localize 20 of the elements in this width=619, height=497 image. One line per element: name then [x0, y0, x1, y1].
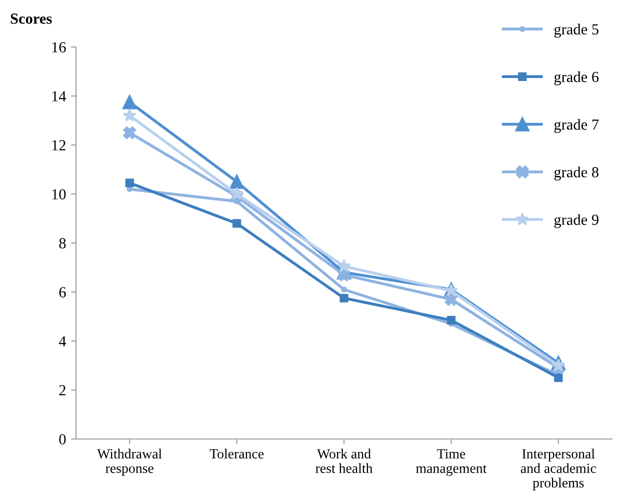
legend-label: grade 5 [554, 24, 598, 38]
y-tick-label: 16 [52, 42, 66, 52]
legend-label: grade 8 [554, 166, 598, 180]
x-tick-label: Withdrawal response [97, 448, 162, 476]
y-tick-label: 6 [59, 287, 66, 298]
x-tick-label: Time management [416, 449, 487, 476]
y-tick-label: 14 [52, 91, 66, 102]
x-tick-label: Work and rest health [316, 448, 373, 474]
x-tick-label: Interpersonal and academic problems [520, 448, 596, 490]
legend-label: grade 7 [554, 118, 599, 133]
y-tick-label: 4 [58, 336, 66, 346]
y-tick-label: 8 [59, 238, 66, 248]
y-tick-label: 12 [52, 140, 66, 150]
legend-label: grade 6 [554, 71, 599, 86]
legend-label: grade 9 [554, 214, 598, 228]
y-tick-label: 0 [59, 434, 66, 444]
y-axis-title: Scores [10, 14, 52, 24]
x-tick-label: Tolerance [210, 448, 264, 458]
y-tick-label: 10 [52, 189, 66, 200]
y-tick-label: 2 [59, 385, 66, 396]
